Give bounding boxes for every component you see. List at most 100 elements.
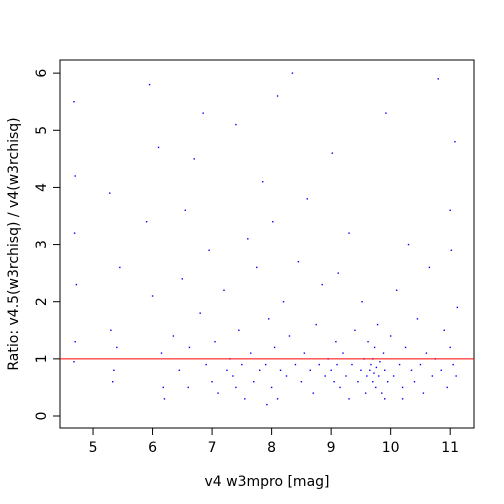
point <box>276 398 279 400</box>
point <box>312 392 314 394</box>
point <box>342 352 344 354</box>
x-axis-label: v4 w3mpro [mag] <box>204 474 329 490</box>
point <box>440 369 442 371</box>
point <box>425 352 428 354</box>
plot-frame <box>59 59 475 429</box>
y-tick-label: 4 <box>34 183 50 192</box>
point <box>348 232 350 234</box>
point <box>303 352 306 354</box>
point <box>282 301 285 303</box>
x-tick-label: 10 <box>382 440 400 456</box>
point <box>361 301 363 303</box>
point <box>160 352 163 354</box>
point <box>333 381 335 383</box>
x-tick-label: 8 <box>267 440 276 456</box>
point <box>261 181 264 183</box>
point <box>266 403 268 406</box>
point <box>401 386 404 389</box>
point <box>437 78 439 80</box>
point <box>351 363 353 366</box>
point <box>226 369 228 371</box>
y-tick-label: 2 <box>34 297 50 306</box>
point <box>410 369 413 371</box>
point <box>294 363 297 366</box>
point <box>193 158 195 160</box>
point <box>376 323 379 326</box>
point <box>384 369 386 371</box>
point <box>386 381 389 383</box>
y-tick-label: 0 <box>34 412 50 421</box>
point <box>288 335 291 337</box>
point <box>354 329 356 331</box>
point <box>188 346 191 349</box>
point <box>74 341 76 343</box>
point <box>279 369 282 371</box>
point <box>309 369 312 371</box>
point <box>449 346 451 349</box>
point <box>110 329 112 331</box>
point <box>205 363 207 366</box>
point <box>235 123 237 126</box>
point <box>259 369 261 371</box>
point <box>443 329 445 331</box>
point <box>109 192 111 194</box>
point <box>379 361 381 363</box>
point <box>172 335 175 337</box>
point <box>113 369 115 371</box>
point <box>250 352 252 354</box>
point <box>75 283 78 286</box>
y-axis-label: Ratio: v4.5(w3rchisq) / v4(w3rchisq) <box>6 117 22 370</box>
point <box>181 278 184 280</box>
point <box>285 375 288 377</box>
point <box>232 375 234 377</box>
point <box>392 375 395 377</box>
point <box>360 369 362 371</box>
point <box>364 392 367 394</box>
point <box>111 381 114 383</box>
point <box>422 392 425 394</box>
point <box>74 175 76 177</box>
point <box>348 398 350 400</box>
point <box>337 272 339 274</box>
point <box>378 375 380 377</box>
point <box>336 363 338 366</box>
point <box>208 249 210 251</box>
point <box>264 363 267 366</box>
point <box>452 363 454 366</box>
point <box>256 266 258 269</box>
y-tick-label: 5 <box>34 126 50 135</box>
point <box>244 398 246 400</box>
point <box>373 372 375 374</box>
point <box>315 323 317 326</box>
point <box>119 266 121 269</box>
point <box>416 318 419 320</box>
point <box>270 386 273 389</box>
point <box>73 232 76 234</box>
point <box>321 283 323 286</box>
point <box>431 375 434 377</box>
point <box>331 152 334 154</box>
point <box>318 363 320 366</box>
point <box>202 112 204 114</box>
point <box>157 146 160 149</box>
point <box>450 249 453 251</box>
point <box>73 361 75 363</box>
x-tick-label: 7 <box>208 440 217 456</box>
point <box>223 289 225 291</box>
point <box>389 335 392 337</box>
point <box>330 369 332 371</box>
point <box>163 398 166 400</box>
point <box>187 386 189 389</box>
point <box>199 312 201 314</box>
point <box>370 363 372 366</box>
point <box>456 306 459 309</box>
point <box>413 381 416 383</box>
x-tick-label: 9 <box>327 440 336 456</box>
point <box>454 141 456 143</box>
point <box>184 209 187 211</box>
point <box>446 386 448 389</box>
point <box>116 346 118 349</box>
point <box>73 101 75 103</box>
point <box>384 398 386 400</box>
